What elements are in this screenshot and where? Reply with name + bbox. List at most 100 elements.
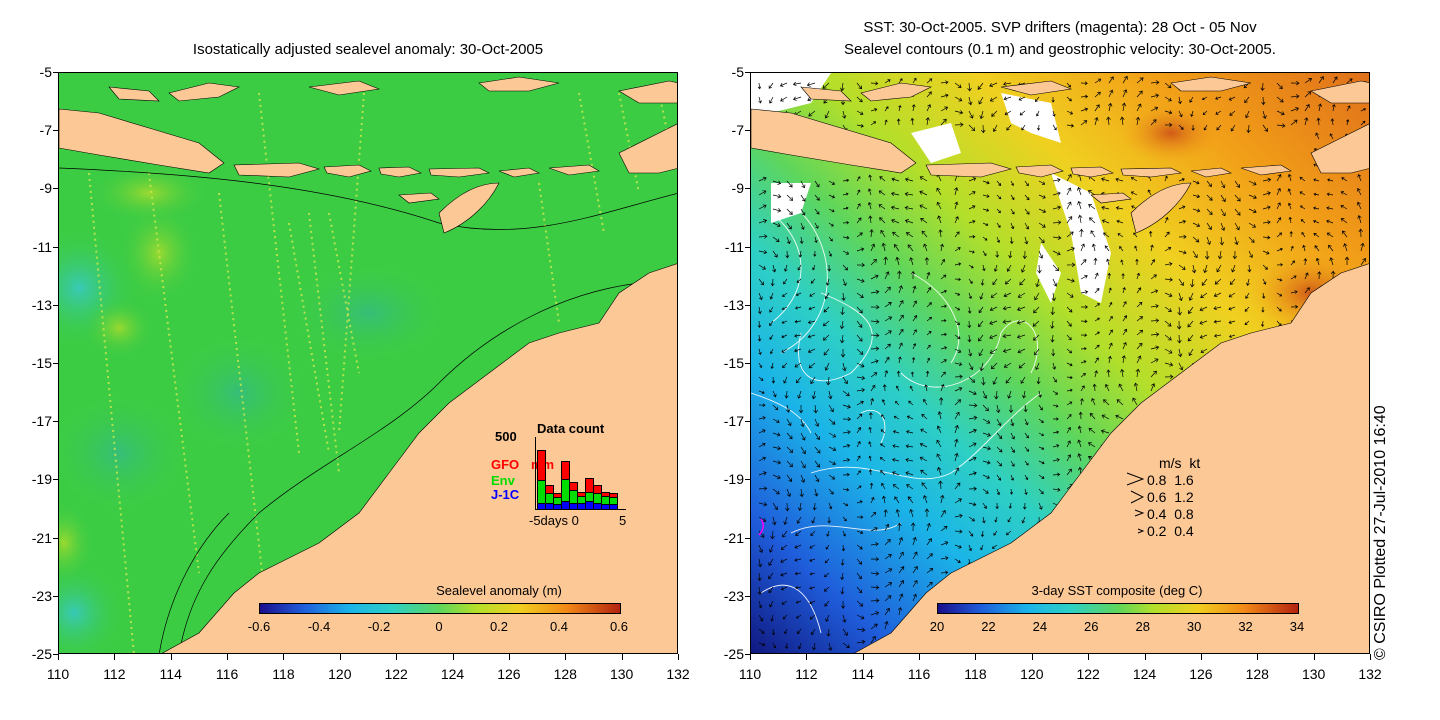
velocity-arrow [1094, 303, 1100, 308]
sealevel-anomaly-map[interactable]: Data count 500 GFO mm Env J-1C -5days 0 … [58, 72, 678, 654]
velocity-arrow [1033, 334, 1040, 341]
velocity-arrow [757, 82, 762, 90]
velocity-arrow [911, 357, 916, 364]
velocity-arrow [1220, 208, 1226, 217]
velocity-arrow [786, 488, 792, 497]
velocity-arrow [1091, 397, 1096, 406]
velocity-arrow [868, 441, 872, 448]
velocity-arrow [968, 110, 974, 119]
left-y-tick [53, 421, 58, 423]
velocity-arrow [810, 278, 816, 284]
velocity-arrow [980, 530, 985, 538]
velocity-arrow [757, 558, 763, 568]
velocity-arrow [870, 556, 880, 562]
velocity-arrow [1150, 304, 1159, 309]
velocity-arrow [1164, 96, 1172, 102]
velocity-arrow [1262, 278, 1267, 285]
velocity-arrow [1024, 180, 1029, 187]
velocity-arrow [954, 231, 960, 238]
velocity-arrow [1290, 260, 1295, 266]
velocity-arrow [1052, 110, 1056, 117]
velocity-arrow [1010, 194, 1015, 201]
velocity-arrow [1164, 110, 1173, 115]
velocity-arrow [1346, 105, 1351, 112]
velocity-arrow [800, 460, 806, 469]
right-y-tick [745, 537, 750, 539]
right-y-tick [745, 363, 750, 364]
velocity-arrow [1220, 194, 1226, 203]
velocity-arrow [936, 439, 942, 448]
velocity-key-row-3: 0.4 0.8 [1147, 506, 1194, 522]
left-x-tick-label: 126 [497, 666, 521, 682]
histogram-bar-gfo [537, 449, 546, 481]
velocity-arrow [1276, 187, 1281, 196]
velocity-arrow [898, 300, 904, 308]
velocity-arrow [906, 430, 914, 434]
velocity-arrow [893, 415, 900, 420]
velocity-arrow [992, 376, 998, 385]
velocity-arrow [991, 544, 998, 549]
sst-map[interactable]: m/s kt 0.8 1.6 0.6 1.2 0.4 0.8 0.2 0.4 3… [750, 72, 1370, 654]
velocity-arrow [772, 250, 778, 258]
velocity-arrow [1313, 232, 1320, 238]
velocity-arrow [1248, 208, 1257, 214]
velocity-arrow [1203, 124, 1208, 131]
velocity-arrow [1066, 440, 1071, 448]
velocity-arrow [940, 289, 947, 294]
velocity-arrow [1094, 357, 1099, 364]
velocity-arrow [781, 320, 788, 324]
velocity-arrow [1018, 96, 1026, 101]
velocity-arrow [842, 235, 850, 240]
velocity-arrow [1200, 348, 1208, 354]
velocity-arrow [1326, 192, 1334, 197]
velocity-arrow [1229, 278, 1236, 285]
velocity-arrow [1024, 488, 1028, 496]
velocity-arrow [870, 289, 880, 295]
velocity-arrow [842, 530, 846, 537]
velocity-arrow [1228, 306, 1236, 311]
velocity-arrow [1080, 347, 1087, 351]
velocity-arrow [982, 222, 989, 227]
velocity-arrow [758, 219, 768, 224]
missing-data-areas [751, 73, 1111, 303]
velocity-arrow [812, 264, 816, 271]
velocity-arrow [1077, 439, 1082, 448]
velocity-arrow [1052, 124, 1057, 131]
velocity-arrow [1199, 320, 1208, 325]
velocity-arrow [1346, 78, 1353, 84]
velocity-arrow [919, 204, 928, 210]
velocity-arrow [856, 388, 865, 393]
velocity-arrow [1003, 81, 1012, 87]
velocity-arrow [1024, 222, 1030, 230]
velocity-arrow [758, 403, 766, 407]
velocity-arrow [989, 96, 998, 102]
velocity-arrow [1150, 106, 1159, 112]
velocity-arrow [840, 586, 845, 595]
velocity-arrow [1005, 376, 1012, 384]
velocity-arrow [1288, 216, 1292, 224]
velocity-arrow [898, 342, 903, 350]
velocity-arrow [1007, 516, 1012, 523]
left-y-tick [53, 188, 58, 190]
velocity-arrow [758, 530, 765, 538]
velocity-arrow [926, 357, 931, 364]
velocity-arrow [1164, 231, 1170, 238]
velocity-arrow [982, 390, 988, 399]
velocity-arrow [780, 96, 788, 102]
velocity-arrow [1177, 348, 1183, 358]
sla-colorbar-tick-label: -0.6 [247, 619, 271, 634]
velocity-arrow [880, 429, 886, 434]
velocity-arrow [842, 264, 848, 271]
left-y-tick-label: -21 [31, 529, 52, 546]
histogram-bar-env [585, 490, 594, 503]
velocity-arrow [780, 558, 788, 563]
velocity-arrow [814, 460, 821, 468]
velocity-arrow [954, 187, 959, 196]
velocity-arrow [1092, 383, 1097, 392]
velocity-arrow [996, 460, 1003, 467]
velocity-arrow [1016, 334, 1026, 339]
velocity-arrow [954, 348, 962, 353]
velocity-arrow [1178, 96, 1182, 105]
velocity-arrow [758, 292, 763, 301]
velocity-arrow [758, 600, 763, 609]
